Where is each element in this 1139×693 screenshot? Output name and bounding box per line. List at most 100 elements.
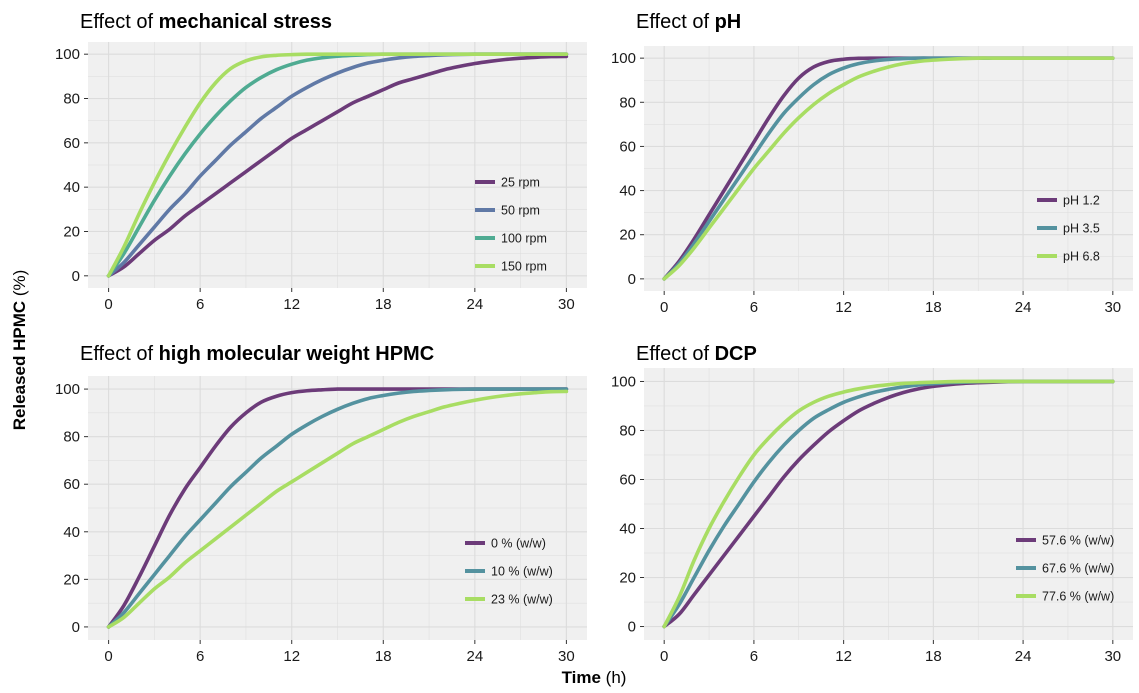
y-tick-label: 20 <box>63 571 80 588</box>
y-tick-label: 80 <box>619 422 636 439</box>
chart-panel-3: Effect of high molecular weight HPMC 0 6 12… <box>55 343 587 665</box>
legend-label: pH 3.5 <box>1063 222 1100 236</box>
x-tick-label: 30 <box>558 296 575 313</box>
legend: 0 % (w/w) 10 % (w/w) 23 % (w/w) <box>465 537 553 607</box>
x-tick-label: 6 <box>196 296 204 313</box>
y-tick-label: 80 <box>619 94 636 111</box>
x-axis-title: Time (h) <box>562 668 627 687</box>
x-tick-label: 0 <box>104 296 112 313</box>
legend-label: 23 % (w/w) <box>491 593 553 607</box>
panel-title-bold: high molecular weight HPMC <box>159 343 435 365</box>
y-tick-label: 40 <box>63 179 80 196</box>
y-tick-label: 80 <box>63 91 80 108</box>
y-tick-label: 60 <box>63 135 80 152</box>
legend-label: pH 6.8 <box>1063 250 1100 264</box>
axes: 0 6 12 18 24 30 0 20 40 60 80 100 <box>611 373 1121 665</box>
x-tick-label: 18 <box>925 299 942 316</box>
y-tick-label: 20 <box>63 223 80 240</box>
legend-label: pH 1.2 <box>1063 194 1100 208</box>
x-axis-title-unit: (h) <box>601 668 627 687</box>
panel-title-prefix: Effect of <box>80 343 159 365</box>
panels: Effect of mechanical stress 0 6 12 18 24 30 0 20… <box>55 11 1133 665</box>
y-axis-title-unit: (%) <box>10 270 29 301</box>
panel-title-bold: mechanical stress <box>159 11 332 33</box>
x-tick-label: 12 <box>283 296 300 313</box>
x-tick-label: 24 <box>466 648 483 665</box>
axes: 0 6 12 18 24 30 0 20 40 60 80 100 <box>55 46 575 313</box>
series-line <box>106 52 569 278</box>
legend-label: 67.6 % (w/w) <box>1042 562 1114 576</box>
legend-label: 100 rpm <box>501 232 547 246</box>
legend: 57.6 % (w/w) 67.6 % (w/w) 77.6 % (w/w) <box>1016 534 1114 604</box>
series-lines <box>106 387 569 629</box>
chart-panel-1: Effect of mechanical stress 0 6 12 18 24 30 0 20… <box>55 11 587 313</box>
series-lines <box>662 56 1115 281</box>
x-tick-label: 24 <box>1015 648 1032 665</box>
legend-label: 0 % (w/w) <box>491 537 546 551</box>
series-line <box>662 56 1115 281</box>
legend: pH 1.2 pH 3.5 pH 6.8 <box>1037 194 1100 264</box>
panel-title: Effect of mechanical stress <box>80 11 332 33</box>
chart-panel-4: Effect of DCP 0 6 12 18 24 30 0 20 40 60 80 100 57.6 … <box>611 343 1133 665</box>
x-tick-label: 12 <box>283 648 300 665</box>
series-line <box>106 387 569 629</box>
y-tick-label: 0 <box>72 619 80 636</box>
axes: 0 6 12 18 24 30 0 20 40 60 80 100 <box>55 381 575 665</box>
legend-label: 10 % (w/w) <box>491 565 553 579</box>
y-axis-title-bold: Released HPMC <box>10 301 29 430</box>
y-tick-label: 40 <box>619 521 636 538</box>
x-tick-label: 18 <box>925 648 942 665</box>
panel-title: Effect of DCP <box>636 343 757 365</box>
series-line <box>662 379 1115 629</box>
x-tick-label: 6 <box>750 299 758 316</box>
series-lines <box>662 379 1115 629</box>
y-tick-label: 0 <box>628 619 636 636</box>
y-tick-label: 60 <box>619 471 636 488</box>
panel-title-bold: pH <box>715 11 742 33</box>
y-tick-label: 100 <box>611 50 636 67</box>
series-line <box>106 54 569 278</box>
y-tick-label: 20 <box>619 227 636 244</box>
legend-label: 150 rpm <box>501 260 547 274</box>
panel-title-prefix: Effect of <box>636 11 715 33</box>
x-tick-label: 24 <box>1015 299 1032 316</box>
x-tick-label: 12 <box>835 648 852 665</box>
axes: 0 6 12 18 24 30 0 20 40 60 80 100 <box>611 50 1121 316</box>
series-line <box>106 389 569 629</box>
x-tick-label: 30 <box>1104 299 1121 316</box>
y-tick-label: 60 <box>619 138 636 155</box>
y-tick-label: 80 <box>63 429 80 446</box>
grid <box>88 376 587 640</box>
x-tick-label: 24 <box>466 296 483 313</box>
x-tick-label: 6 <box>750 648 758 665</box>
series-lines <box>106 52 569 278</box>
y-tick-label: 40 <box>63 524 80 541</box>
panel-title-bold: DCP <box>715 343 757 365</box>
panel-title: Effect of pH <box>636 11 741 33</box>
y-axis-title: Released HPMC (%) <box>10 270 29 431</box>
panel-title-prefix: Effect of <box>636 343 715 365</box>
legend-label: 57.6 % (w/w) <box>1042 534 1114 548</box>
y-tick-label: 40 <box>619 183 636 200</box>
panel-title-prefix: Effect of <box>80 11 159 33</box>
y-tick-label: 0 <box>72 268 80 285</box>
x-tick-label: 0 <box>104 648 112 665</box>
x-tick-label: 6 <box>196 648 204 665</box>
chart-panel-2: Effect of pH 0 6 12 18 24 30 0 20 40 60 80 100 pH 1.2… <box>611 11 1133 316</box>
panel-title: Effect of high molecular weight HPMC <box>80 343 434 365</box>
y-tick-label: 0 <box>628 271 636 288</box>
legend-label: 50 rpm <box>501 204 540 218</box>
y-tick-label: 100 <box>611 373 636 390</box>
x-tick-label: 30 <box>1104 648 1121 665</box>
legend-label: 25 rpm <box>501 176 540 190</box>
y-tick-label: 100 <box>55 46 80 63</box>
x-tick-label: 0 <box>660 648 668 665</box>
y-tick-label: 20 <box>619 570 636 587</box>
legend: 25 rpm 50 rpm 100 rpm 150 rpm <box>475 176 547 274</box>
y-tick-label: 60 <box>63 476 80 493</box>
y-tick-label: 100 <box>55 381 80 398</box>
x-axis-title-bold: Time <box>562 668 601 687</box>
legend-label: 77.6 % (w/w) <box>1042 590 1114 604</box>
x-tick-label: 18 <box>375 296 392 313</box>
